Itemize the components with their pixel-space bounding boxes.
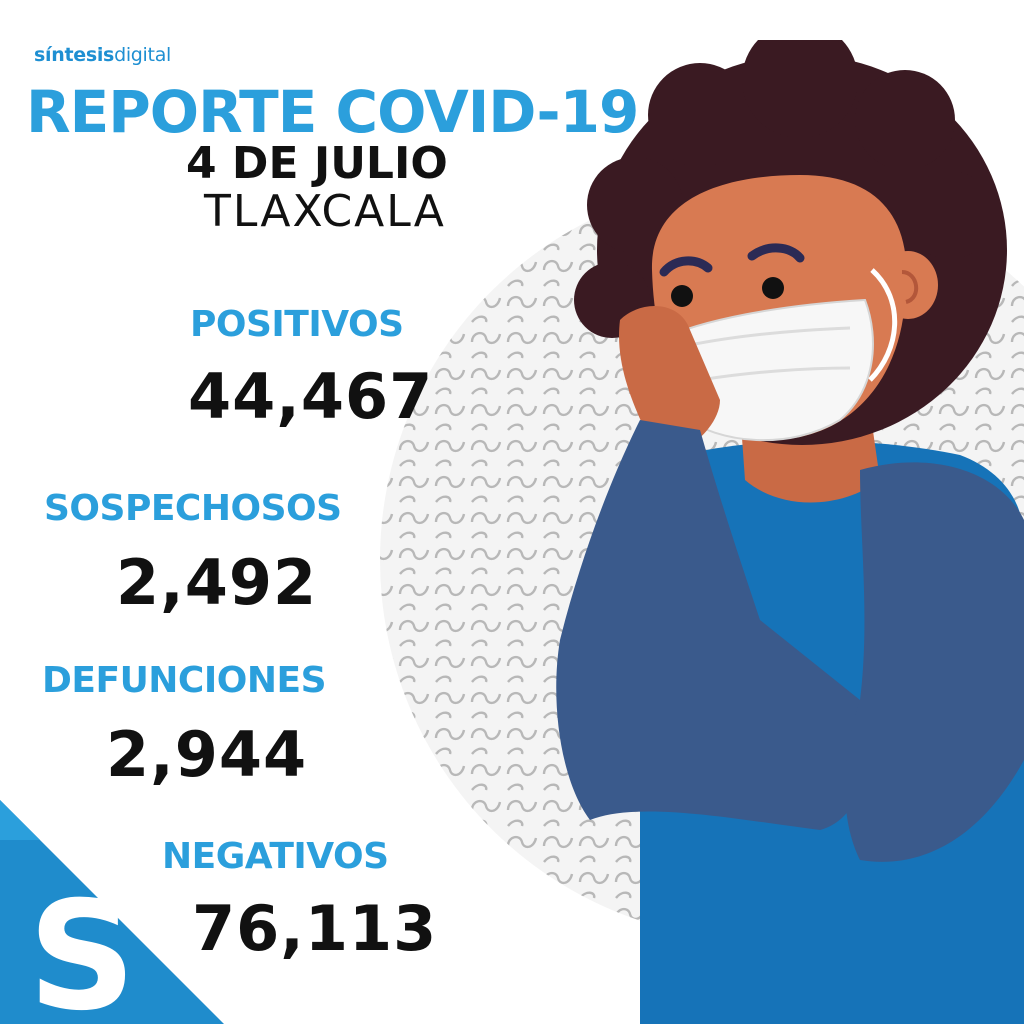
stat-value-defunciones: 2,944 bbox=[106, 718, 308, 791]
stat-value-negativos: 76,113 bbox=[192, 892, 438, 965]
stat-label-positivos: POSITIVOS bbox=[190, 304, 404, 345]
raised-arm bbox=[556, 306, 1024, 862]
report-date: 4 DE JULIO bbox=[186, 138, 448, 189]
brand-name-bold: síntesis bbox=[34, 44, 115, 66]
corner-s-logo: S bbox=[0, 800, 224, 1024]
stat-label-sospechosos: SOSPECHOSOS bbox=[44, 488, 342, 529]
corner-logo-letter: S bbox=[28, 870, 136, 1024]
stat-label-defunciones: DEFUNCIONES bbox=[42, 660, 327, 701]
report-location: TLAXCALA bbox=[204, 186, 446, 237]
stat-value-sospechosos: 2,492 bbox=[116, 546, 318, 619]
face-features bbox=[659, 243, 805, 307]
person-with-mask-illustration bbox=[380, 40, 1024, 1024]
stat-value-positivos: 44,467 bbox=[188, 360, 434, 433]
page-title: REPORTE COVID-19 bbox=[26, 78, 639, 146]
brand-logo: síntesisdigital bbox=[34, 44, 171, 66]
stat-label-negativos: NEGATIVOS bbox=[162, 836, 389, 877]
brand-name-light: digital bbox=[114, 44, 172, 66]
